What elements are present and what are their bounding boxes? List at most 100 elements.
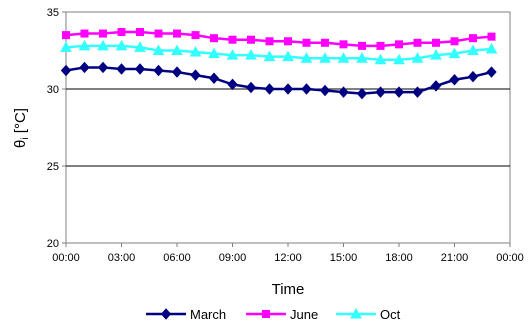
- data-point-march-1: [79, 61, 90, 74]
- y-axis-title: θi [°C]: [12, 108, 31, 148]
- data-point-march-15: [338, 86, 349, 98]
- data-point-march-9: [227, 78, 238, 91]
- data-point-oct-18: [393, 53, 405, 65]
- x-tick-label-3: 09:00: [219, 252, 247, 264]
- y-axis-title-subscript: i: [20, 137, 31, 139]
- data-point-march-14: [319, 84, 331, 97]
- data-point-march-7: [190, 69, 201, 81]
- data-point-june-12: [284, 37, 292, 46]
- data-point-march-6: [171, 66, 183, 78]
- data-point-oct-6: [171, 44, 183, 55]
- legend-label-oct: Oct: [380, 307, 401, 322]
- data-point-oct-9: [226, 49, 239, 60]
- data-point-oct-16: [356, 52, 368, 63]
- data-point-march-20: [430, 80, 442, 92]
- data-point-june-20: [432, 38, 440, 47]
- data-point-march-8: [208, 72, 220, 84]
- data-point-june-2: [99, 29, 107, 38]
- data-point-june-9: [228, 35, 237, 44]
- legend-marker-oct: [350, 307, 362, 319]
- legend-item-march: March: [146, 307, 226, 322]
- data-point-march-4: [134, 63, 146, 75]
- data-point-june-5: [154, 29, 163, 38]
- data-point-march-0: [60, 64, 72, 77]
- data-point-june-13: [302, 38, 311, 47]
- data-point-june-18: [395, 40, 403, 49]
- series-june: [62, 28, 496, 50]
- data-point-oct-3: [115, 39, 128, 51]
- y-axis-title-unit: [°C]: [12, 108, 29, 137]
- data-point-oct-0: [60, 41, 72, 52]
- x-tick-label-1: 03:00: [108, 252, 136, 264]
- series-layer: [60, 28, 498, 100]
- x-tick-label-5: 15:00: [330, 252, 358, 264]
- x-tick-label-6: 18:00: [385, 252, 413, 264]
- data-point-march-19: [412, 86, 423, 98]
- data-point-june-17: [376, 41, 385, 50]
- data-point-oct-5: [152, 44, 165, 55]
- legend-item-june: June: [246, 307, 318, 322]
- y-tick-label-2: 30: [47, 84, 59, 96]
- data-point-oct-17: [374, 53, 387, 65]
- x-tick-label-2: 06:00: [163, 252, 191, 264]
- y-tick-label-0: 20: [47, 238, 59, 250]
- y-tick-label-3: 35: [47, 7, 59, 19]
- data-point-march-11: [264, 83, 275, 95]
- data-point-march-17: [375, 86, 386, 98]
- legend-label-march: March: [190, 307, 226, 322]
- data-point-june-7: [191, 31, 200, 40]
- x-axis: 00:00 03:00 06:00 09:00 12:00 15:00 18:00 21:00…: [52, 243, 524, 264]
- legend-item-oct: Oct: [336, 307, 401, 322]
- data-point-oct-1: [78, 39, 91, 51]
- data-point-oct-22: [467, 44, 479, 55]
- data-point-june-8: [210, 34, 218, 43]
- data-point-june-10: [247, 35, 255, 44]
- data-point-june-0: [62, 31, 70, 40]
- series-march: [60, 61, 497, 100]
- data-point-march-13: [301, 83, 312, 95]
- data-point-june-11: [265, 37, 274, 46]
- series-oct: [60, 39, 498, 65]
- legend: March June Oct: [146, 307, 401, 322]
- data-point-june-1: [80, 29, 89, 38]
- data-point-oct-13: [300, 52, 313, 63]
- data-point-june-14: [321, 38, 329, 47]
- data-point-june-16: [358, 41, 366, 50]
- data-point-oct-15: [337, 52, 350, 63]
- x-tick-label-7: 21:00: [441, 252, 469, 264]
- data-point-june-15: [339, 40, 348, 49]
- data-point-june-3: [117, 28, 126, 37]
- data-point-oct-20: [430, 49, 442, 60]
- data-point-march-16: [356, 87, 368, 100]
- data-point-june-23: [487, 32, 496, 41]
- data-point-oct-14: [319, 52, 331, 63]
- data-point-march-23: [486, 66, 497, 78]
- data-point-june-21: [450, 37, 459, 46]
- data-point-oct-11: [263, 50, 276, 62]
- data-point-june-4: [136, 28, 144, 37]
- data-point-oct-10: [245, 49, 257, 60]
- data-point-oct-4: [134, 41, 146, 52]
- data-point-march-10: [245, 81, 257, 94]
- data-point-march-5: [153, 64, 164, 77]
- data-point-oct-19: [411, 52, 424, 63]
- data-point-oct-23: [485, 42, 498, 54]
- data-point-june-6: [173, 29, 181, 38]
- data-point-oct-2: [97, 39, 109, 51]
- data-point-june-22: [469, 34, 477, 43]
- data-point-march-12: [282, 83, 294, 95]
- data-point-march-21: [449, 74, 460, 86]
- data-point-oct-12: [282, 50, 294, 62]
- x-tick-label-4: 12:00: [274, 252, 302, 264]
- data-point-oct-7: [189, 46, 202, 57]
- y-tick-label-1: 25: [47, 161, 59, 173]
- data-point-oct-8: [208, 47, 220, 59]
- data-point-march-18: [393, 86, 405, 98]
- legend-marker-march: [160, 308, 172, 320]
- x-tick-label-8: 00:00: [496, 252, 524, 264]
- data-point-oct-21: [448, 47, 461, 59]
- y-axis: 20 25 30 35: [47, 7, 66, 250]
- legend-label-june: June: [290, 307, 318, 322]
- data-point-march-2: [97, 61, 109, 74]
